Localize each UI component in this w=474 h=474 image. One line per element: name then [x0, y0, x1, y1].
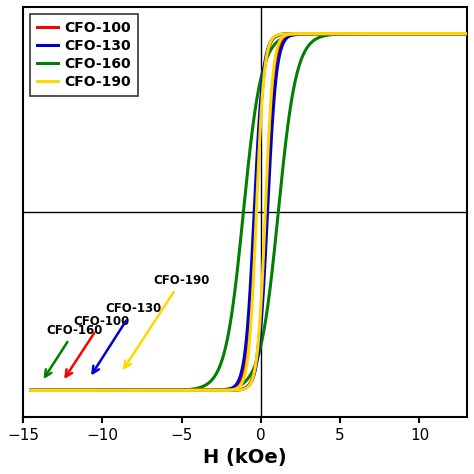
CFO-100: [28, 387, 34, 393]
CFO-190: [78, 387, 83, 393]
CFO-130: [104, 387, 109, 393]
CFO-130: [409, 31, 414, 36]
CFO-160: [464, 31, 470, 36]
Legend: CFO-100, CFO-130, CFO-160, CFO-190: CFO-100, CFO-130, CFO-160, CFO-190: [30, 14, 138, 96]
CFO-100: [409, 31, 414, 36]
CFO-130: [28, 387, 34, 393]
Line: CFO-130: CFO-130: [31, 34, 467, 390]
Line: CFO-190: CFO-190: [31, 34, 467, 390]
CFO-160: [195, 385, 201, 391]
CFO-160: [104, 387, 109, 393]
CFO-100: [104, 387, 109, 393]
Line: CFO-100: CFO-100: [31, 34, 467, 390]
CFO-190: [464, 31, 470, 36]
Text: CFO-130: CFO-130: [92, 302, 162, 373]
CFO-190: [195, 387, 201, 393]
CFO-130: [456, 31, 462, 36]
X-axis label: H (kOe): H (kOe): [203, 448, 287, 467]
CFO-100: [456, 31, 462, 36]
CFO-160: [456, 31, 461, 36]
CFO-100: [413, 31, 419, 36]
CFO-190: [409, 31, 414, 36]
CFO-190: [456, 31, 462, 36]
Text: CFO-190: CFO-190: [124, 274, 210, 368]
CFO-130: [78, 387, 83, 393]
CFO-160: [409, 31, 414, 36]
CFO-100: [464, 31, 470, 36]
CFO-130: [214, 387, 220, 393]
CFO-130: [195, 387, 201, 393]
CFO-190: [104, 387, 109, 393]
CFO-190: [397, 31, 403, 36]
Text: CFO-160: CFO-160: [45, 324, 103, 377]
CFO-190: [214, 387, 220, 393]
CFO-100: [214, 387, 220, 393]
CFO-130: [464, 31, 470, 36]
Text: CFO-100: CFO-100: [65, 315, 130, 377]
Line: CFO-160: CFO-160: [31, 34, 467, 390]
CFO-130: [418, 31, 423, 36]
CFO-160: [214, 369, 220, 375]
CFO-100: [195, 387, 201, 393]
CFO-100: [78, 387, 83, 393]
CFO-190: [28, 387, 34, 393]
CFO-160: [28, 387, 34, 393]
CFO-160: [78, 387, 83, 393]
